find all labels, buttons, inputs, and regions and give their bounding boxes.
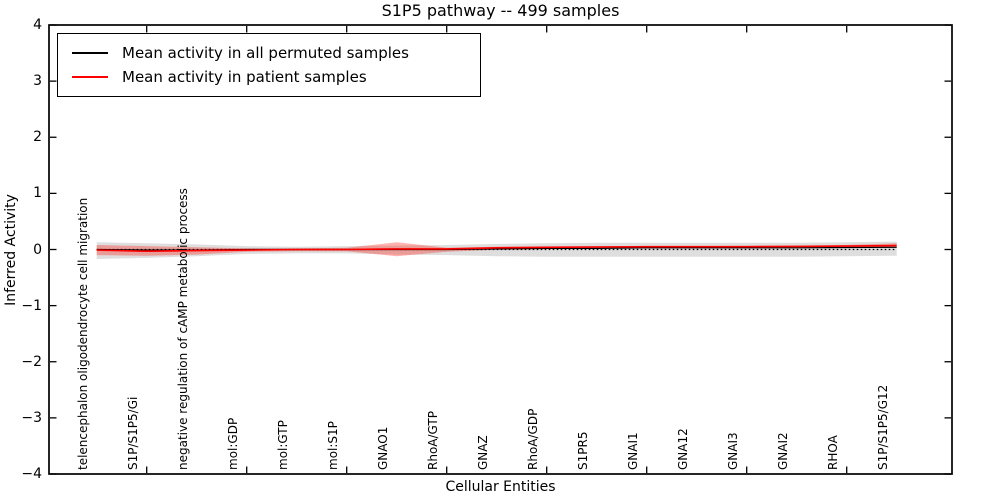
x-tick-label: S1P/S1P5/Gi — [125, 396, 140, 470]
y-tick-label: 0 — [33, 241, 42, 258]
legend-label-patient: Mean activity in patient samples — [122, 68, 367, 87]
y-tick-label: 4 — [33, 17, 42, 33]
patient-line-sample-icon — [72, 76, 108, 79]
x-tick-label: RhoA/GTP — [425, 411, 440, 470]
x-tick-label: mol:S1P — [325, 421, 340, 470]
x-tick-label: mol:GDP — [225, 417, 240, 470]
chart-title: S1P5 pathway -- 499 samples — [381, 1, 620, 20]
legend: Mean activity in all permuted samples Me… — [57, 33, 481, 97]
x-tick-label: GNAI2 — [775, 432, 790, 470]
x-tick-label: RHOA — [825, 435, 840, 470]
x-tick-label: GNAO1 — [375, 426, 390, 470]
x-tick-label: S1P/S1P5/G12 — [875, 384, 890, 470]
x-tick-label: telencephalon oligodendrocyte cell migra… — [75, 197, 90, 470]
axes-spines — [48, 24, 953, 475]
x-tick-label: GNAI3 — [725, 432, 740, 470]
x-tick-label: GNAZ — [475, 435, 490, 470]
y-tick-label: −1 — [21, 297, 42, 314]
y-tick-label: −2 — [21, 353, 42, 370]
legend-label-permuted: Mean activity in all permuted samples — [122, 43, 409, 62]
permuted-line-sample-icon — [72, 51, 108, 54]
legend-entry-permuted: Mean activity in all permuted samples — [58, 44, 480, 62]
x-tick-label: GNAI1 — [625, 432, 640, 470]
legend-entry-patient: Mean activity in patient samples — [58, 68, 480, 86]
y-tick-label: 2 — [33, 129, 42, 146]
x-tick-label: negative regulation of cAMP metabolic pr… — [175, 188, 190, 470]
x-tick-label: mol:GTP — [275, 420, 290, 470]
patient-mean-line — [96, 244, 897, 253]
y-tick-label: −4 — [21, 466, 42, 482]
x-axis-label: Cellular Entities — [445, 479, 556, 495]
x-tick-label: S1PR5 — [575, 431, 590, 470]
y-tick-label: 1 — [33, 185, 42, 202]
x-tick-label: GNA12 — [675, 428, 690, 470]
y-tick-label: −3 — [21, 409, 42, 426]
x-tick-label: RhoA/GDP — [525, 408, 540, 470]
y-tick-label: 3 — [33, 73, 42, 90]
